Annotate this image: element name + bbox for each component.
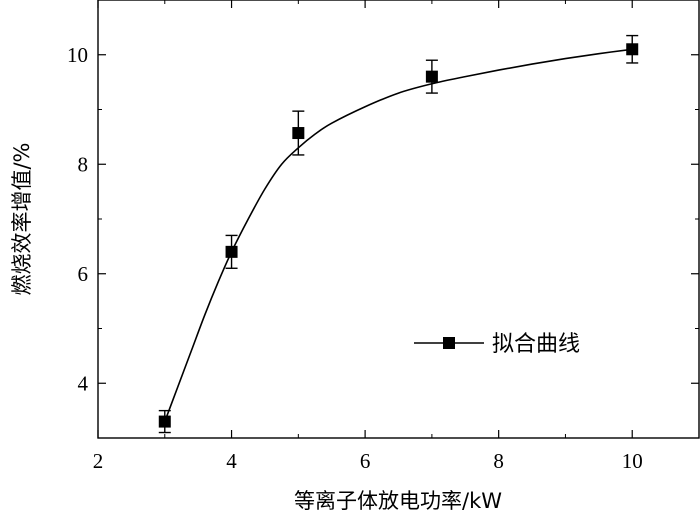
data-point — [225, 245, 238, 258]
plot-frame — [97, 0, 700, 439]
x-axis-ticks: 2 4 6 8 10 — [93, 0, 643, 473]
y-tick-label: 6 — [78, 262, 89, 286]
y-tick-label: 8 — [78, 152, 89, 176]
data-point — [626, 43, 639, 56]
fit-curve-line — [164, 48, 633, 422]
x-tick-label: 10 — [622, 449, 643, 473]
legend-label: 拟合曲线 — [492, 332, 580, 357]
error-bars — [158, 34, 639, 434]
x-axis-title: 等离子体放电功率/kW — [294, 489, 502, 513]
data-point — [158, 415, 171, 428]
y-axis-title: 燃烧效率增值/% — [10, 142, 34, 295]
x-tick-label: 8 — [493, 449, 504, 473]
legend: 拟合曲线 — [414, 332, 580, 357]
x-tick-label: 2 — [93, 449, 104, 473]
y-tick-label: 10 — [67, 43, 88, 67]
data-markers — [158, 43, 639, 428]
y-axis-ticks: 4 6 8 10 — [67, 43, 699, 439]
legend-marker — [443, 337, 455, 349]
x-tick-label: 4 — [226, 449, 237, 473]
data-point — [425, 70, 438, 83]
x-tick-label: 6 — [360, 449, 371, 473]
y-tick-label: 4 — [78, 371, 89, 395]
data-point — [292, 127, 305, 140]
